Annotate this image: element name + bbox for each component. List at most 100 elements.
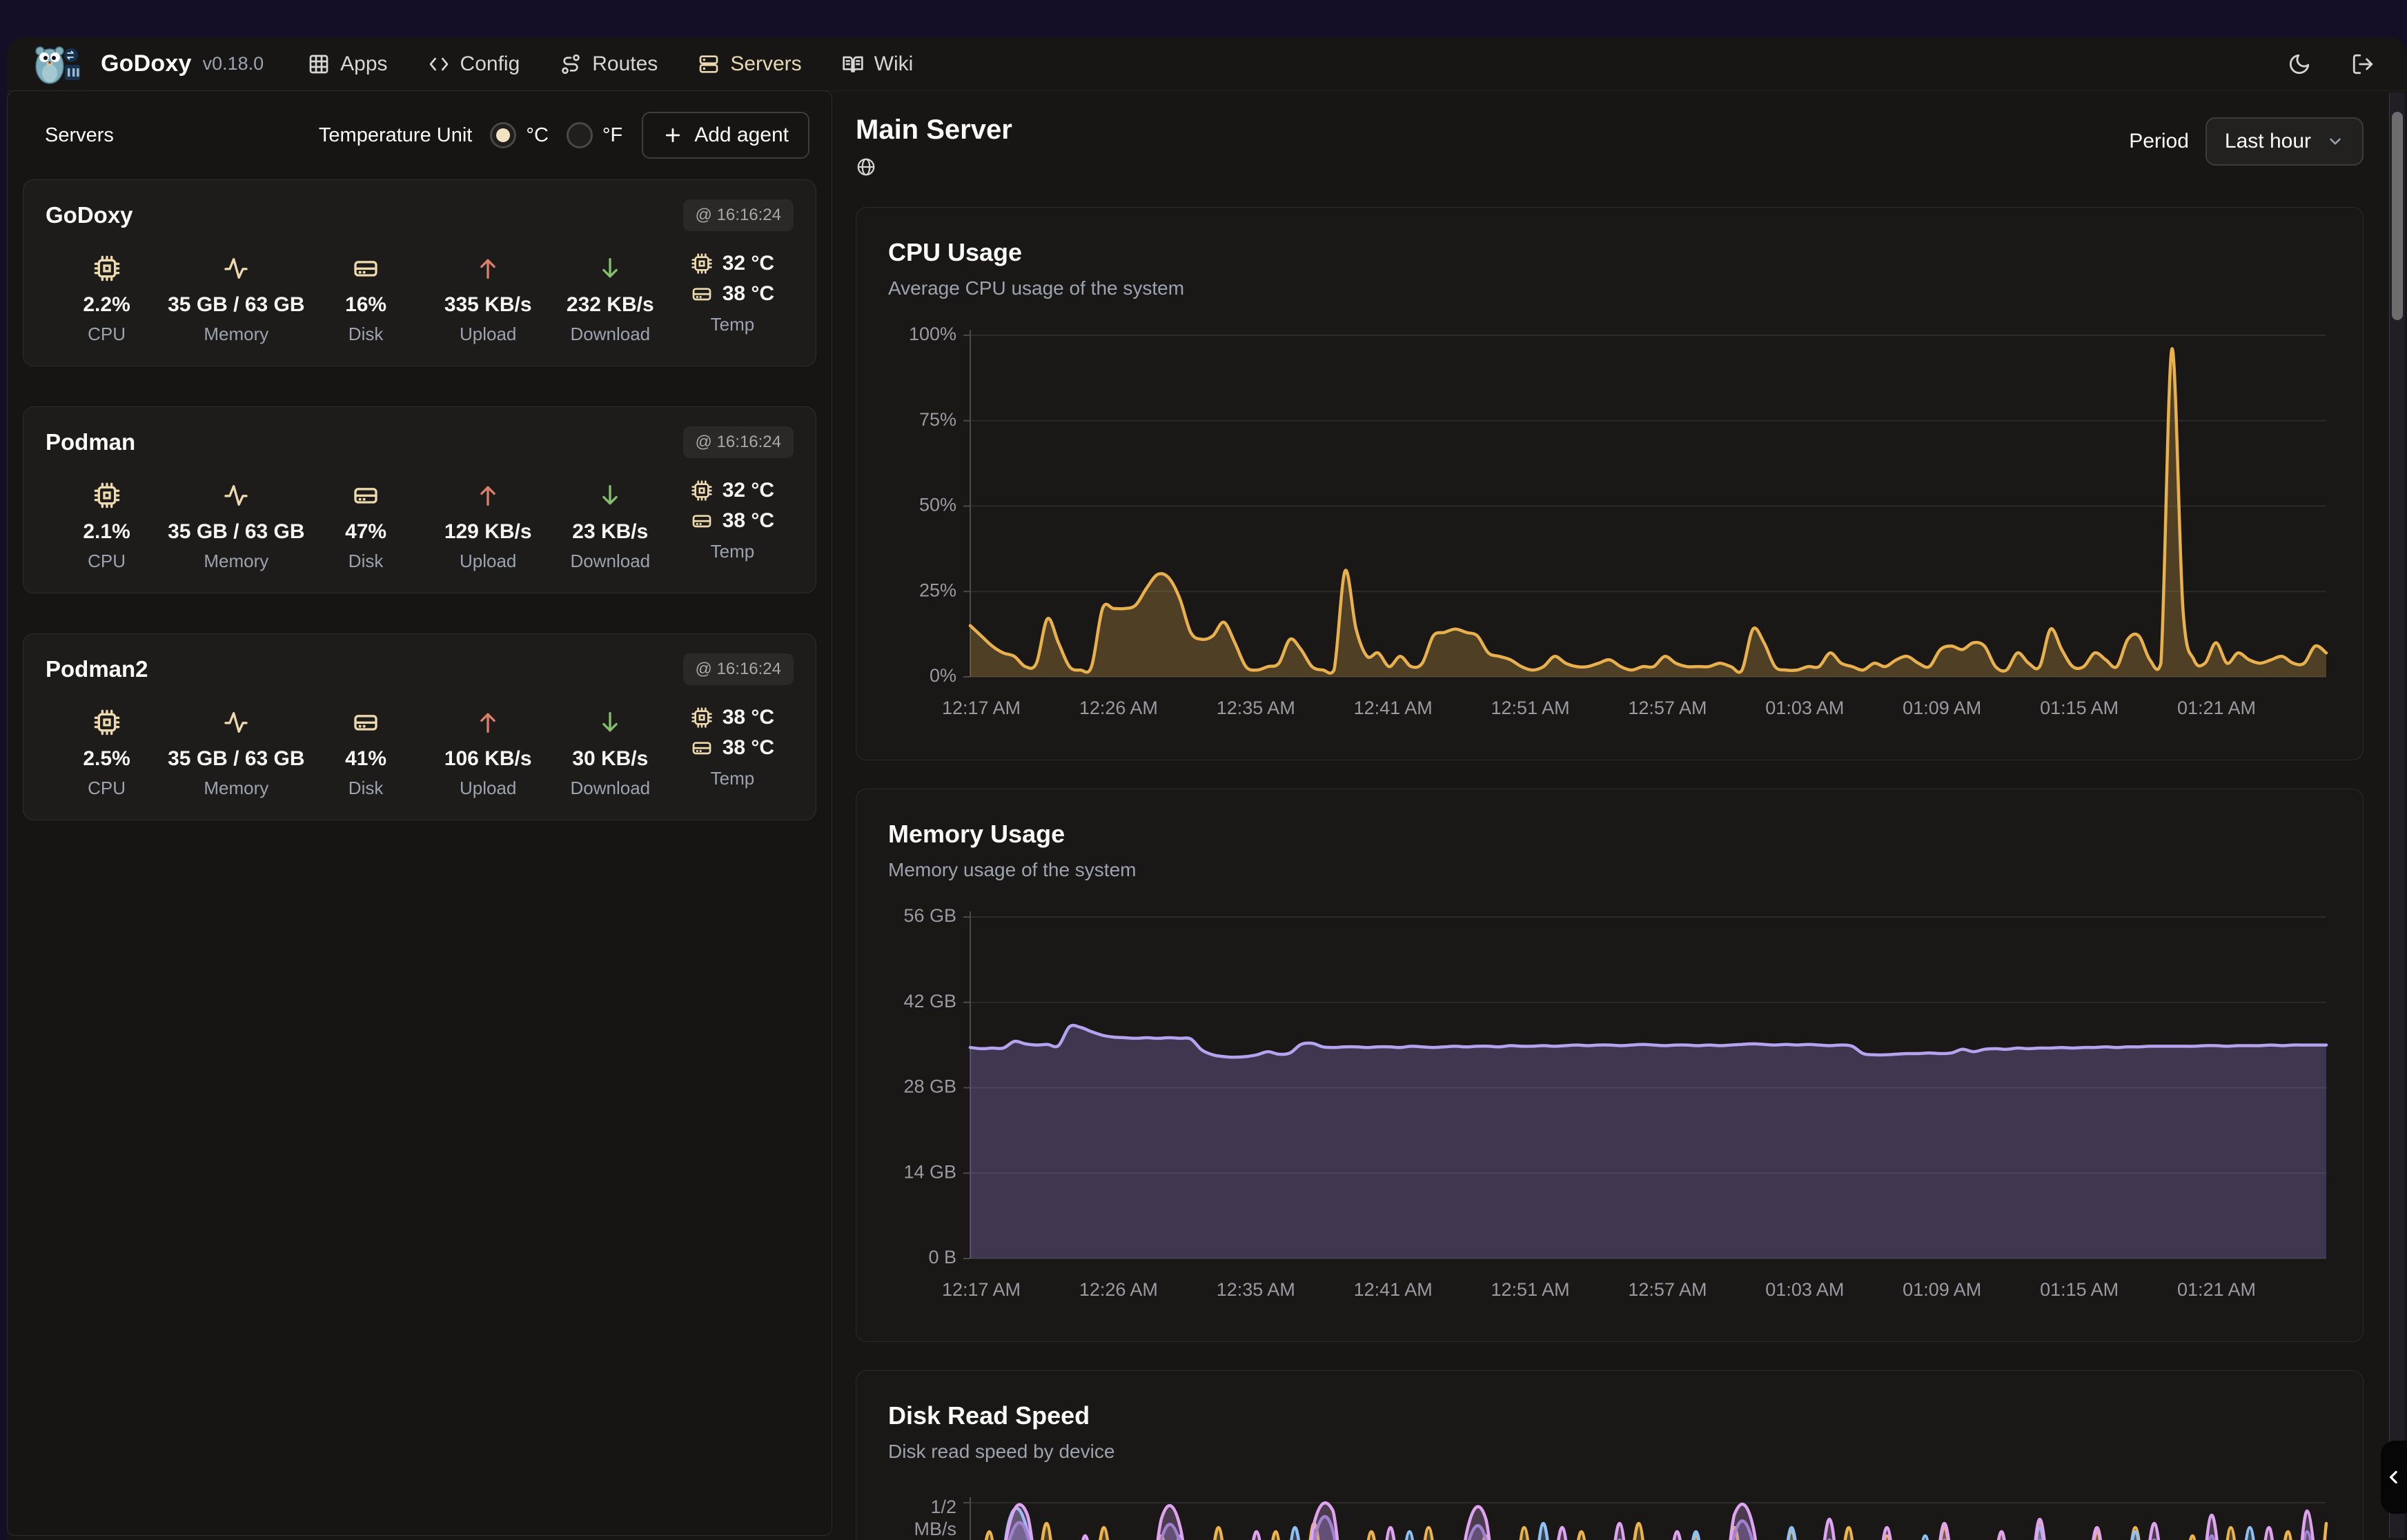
nav-item-config[interactable]: Config bbox=[428, 52, 520, 76]
route-icon bbox=[562, 54, 580, 74]
svg-text:42 GB: 42 GB bbox=[903, 991, 956, 1011]
period-value: Last hour bbox=[2224, 130, 2311, 152]
cpu-temp-value: 38 °C bbox=[722, 706, 775, 729]
chart-subtitle: Memory usage of the system bbox=[888, 859, 1137, 880]
logout-button[interactable] bbox=[2349, 50, 2377, 78]
cpu-usage-chart[interactable]: 100% 75% 50% 25% 0% 12:17 AM 12:26 AM 12:35 AM 1… bbox=[888, 326, 2331, 729]
memory-value: 35 GB / 63 GB bbox=[168, 520, 305, 543]
content-area: Servers Temperature Unit °C °F Add agent bbox=[7, 90, 2407, 1540]
nav-item-servers[interactable]: Servers bbox=[698, 52, 802, 76]
brand-name[interactable]: GoDoxy bbox=[101, 50, 192, 77]
cpu-usage-card: CPU Usage Average CPU usage of the syste… bbox=[856, 207, 2364, 760]
download-stat: 232 KB/s Download bbox=[549, 252, 671, 345]
scrollbar-thumb[interactable] bbox=[2392, 112, 2403, 320]
cpu-chip-icon bbox=[93, 479, 121, 509]
memory-label: Memory bbox=[204, 551, 269, 571]
celsius-label: °C bbox=[526, 124, 549, 146]
nav-item-wiki[interactable]: Wiki bbox=[842, 52, 913, 76]
chart-subtitle: Average CPU usage of the system bbox=[888, 277, 1185, 299]
activity-icon bbox=[222, 252, 250, 282]
chart-title: CPU Usage bbox=[888, 238, 1023, 266]
svg-text:12:17 AM: 12:17 AM bbox=[942, 1279, 1021, 1300]
theme-toggle-button[interactable] bbox=[2286, 50, 2313, 78]
server-card-podman[interactable]: Podman @ 16:16:24 2.1% CPU 35 GB / 63 GB bbox=[23, 406, 816, 593]
code-icon bbox=[429, 57, 448, 70]
hard-drive-icon bbox=[352, 706, 380, 736]
server-list: GoDoxy @ 16:16:24 2.2% CPU 35 GB / 63 GB bbox=[8, 175, 832, 820]
svg-text:01:21 AM: 01:21 AM bbox=[2177, 1279, 2256, 1300]
download-stat: 23 KB/s Download bbox=[549, 479, 671, 572]
cpu-value: 2.5% bbox=[83, 747, 130, 770]
fahrenheit-radio[interactable] bbox=[566, 122, 593, 148]
add-agent-button[interactable]: Add agent bbox=[642, 112, 809, 159]
app-window: GoDoxy v0.18.0 Apps Config Routes Server… bbox=[7, 37, 2407, 1540]
svg-text:01:15 AM: 01:15 AM bbox=[2040, 698, 2119, 718]
cpu-stat: 2.5% CPU bbox=[46, 706, 168, 799]
server-card-podman2[interactable]: Podman2 @ 16:16:24 2.5% CPU 35 GB / 63 G… bbox=[23, 633, 816, 820]
svg-text:56 GB: 56 GB bbox=[903, 907, 956, 926]
temp-stat: 38 °C 38 °C Temp bbox=[671, 706, 794, 799]
svg-text:12:17 AM: 12:17 AM bbox=[942, 698, 1021, 718]
svg-text:75%: 75% bbox=[919, 409, 956, 430]
arrow-down-icon bbox=[596, 252, 624, 282]
arrow-down-icon bbox=[596, 706, 624, 736]
book-open-icon bbox=[843, 56, 863, 72]
cpu-stat: 2.1% CPU bbox=[46, 479, 168, 572]
temp-stat: 32 °C 38 °C Temp bbox=[671, 252, 794, 345]
download-label: Download bbox=[570, 551, 651, 571]
memory-stat: 35 GB / 63 GB Memory bbox=[168, 252, 305, 345]
vertical-scrollbar[interactable] bbox=[2389, 92, 2405, 1538]
server-name: Podman2 bbox=[46, 656, 148, 682]
celsius-radio[interactable] bbox=[490, 122, 517, 148]
memory-usage-chart[interactable]: 56 GB 42 GB 28 GB 14 GB 0 B 12:17 AM 12:26 AM 1… bbox=[888, 907, 2331, 1311]
temperature-unit-group: Temperature Unit °C °F bbox=[319, 122, 622, 148]
upload-label: Upload bbox=[459, 551, 517, 571]
fahrenheit-label: °F bbox=[602, 124, 623, 146]
nav-item-label: Apps bbox=[340, 52, 388, 75]
nav-item-routes[interactable]: Routes bbox=[560, 52, 658, 76]
temp-label: Temp bbox=[710, 314, 755, 335]
disk-stat: 47% Disk bbox=[305, 479, 427, 572]
disk-read-speed-chart[interactable]: 1/2 MB/s bbox=[888, 1489, 2331, 1540]
globe-icon[interactable] bbox=[856, 157, 1012, 181]
svg-text:01:03 AM: 01:03 AM bbox=[1765, 698, 1844, 718]
cpu-value: 2.1% bbox=[83, 520, 130, 543]
cpu-label: CPU bbox=[88, 324, 126, 344]
nav-item-apps[interactable]: Apps bbox=[308, 52, 388, 76]
panel-collapse-tab[interactable] bbox=[2381, 1441, 2407, 1514]
svg-text:12:35 AM: 12:35 AM bbox=[1217, 698, 1295, 718]
cpu-temp-value: 32 °C bbox=[722, 479, 775, 502]
server-card-godoxy[interactable]: GoDoxy @ 16:16:24 2.2% CPU 35 GB / 63 GB bbox=[23, 179, 816, 366]
svg-text:0%: 0% bbox=[930, 665, 956, 686]
svg-text:28 GB: 28 GB bbox=[903, 1076, 956, 1097]
disk-label: Disk bbox=[348, 551, 384, 571]
memory-usage-card: Memory Usage Memory usage of the system … bbox=[856, 789, 2364, 1342]
svg-text:01:09 AM: 01:09 AM bbox=[1903, 698, 1981, 718]
disk-temp-value: 38 °C bbox=[722, 282, 775, 305]
memory-stat: 35 GB / 63 GB Memory bbox=[168, 706, 305, 799]
nav-item-label: Routes bbox=[592, 52, 658, 75]
main-nav: Apps Config Routes Servers Wiki bbox=[308, 52, 913, 76]
memory-stat: 35 GB / 63 GB Memory bbox=[168, 479, 305, 572]
add-agent-label: Add agent bbox=[694, 124, 789, 146]
main-header: Main Server Period Last hour bbox=[856, 115, 2364, 181]
cpu-label: CPU bbox=[88, 778, 126, 798]
upload-value: 129 KB/s bbox=[444, 520, 532, 543]
memory-label: Memory bbox=[204, 778, 269, 798]
server-timestamp-badge: @ 16:16:24 bbox=[682, 653, 794, 685]
hard-drive-icon bbox=[352, 252, 380, 282]
fahrenheit-radio-option[interactable]: °F bbox=[566, 122, 623, 148]
arrow-up-icon bbox=[474, 252, 502, 282]
memory-label: Memory bbox=[204, 324, 269, 344]
temp-label: Temp bbox=[710, 541, 755, 562]
disk-stat: 16% Disk bbox=[305, 252, 427, 345]
celsius-radio-option[interactable]: °C bbox=[490, 122, 549, 148]
period-select[interactable]: Last hour bbox=[2205, 117, 2364, 166]
svg-text:12:57 AM: 12:57 AM bbox=[1628, 1279, 1707, 1300]
cpu-value: 2.2% bbox=[83, 293, 130, 316]
period-control: Period Last hour bbox=[2129, 117, 2364, 166]
svg-text:01:09 AM: 01:09 AM bbox=[1903, 1279, 1981, 1300]
cpu-chip-icon bbox=[691, 707, 712, 728]
chart-title: Disk Read Speed bbox=[888, 1401, 1090, 1430]
version-label: v0.18.0 bbox=[202, 53, 264, 74]
